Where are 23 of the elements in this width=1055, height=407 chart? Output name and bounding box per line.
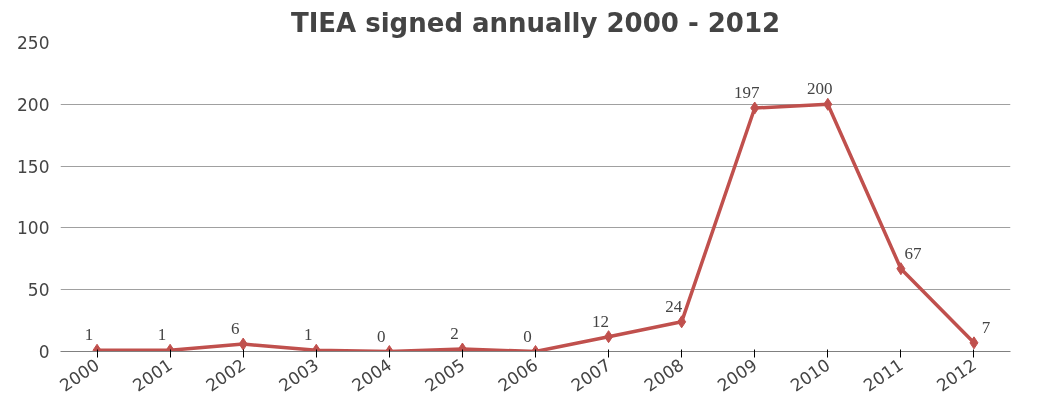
- y-tick-label: 200: [17, 94, 50, 115]
- y-tick-label: 100: [17, 218, 50, 239]
- data-label: 1: [304, 325, 313, 345]
- y-tick-label: 0: [38, 342, 50, 362]
- data-label: 1: [157, 325, 167, 345]
- y-tick-label: 50: [27, 280, 50, 301]
- data-label: 0: [523, 326, 532, 346]
- point: [823, 97, 833, 111]
- y-tick-label: 250: [17, 33, 50, 53]
- data-label: 197: [733, 83, 760, 103]
- data-label: 12: [592, 311, 610, 331]
- data-label: 7: [981, 317, 991, 337]
- chart-title: TIEA signed annually 2000 - 2012: [290, 7, 781, 38]
- point: [750, 101, 760, 115]
- data-label: 24: [665, 296, 683, 316]
- point: [896, 262, 906, 276]
- data-label: 200: [807, 79, 833, 99]
- data-label: 6: [230, 319, 240, 339]
- data-label: 0: [377, 326, 386, 346]
- y-tick-label: 150: [17, 156, 50, 177]
- data-label: 2: [450, 324, 459, 344]
- data-label: 1: [84, 325, 94, 345]
- data-label: 67: [904, 243, 922, 263]
